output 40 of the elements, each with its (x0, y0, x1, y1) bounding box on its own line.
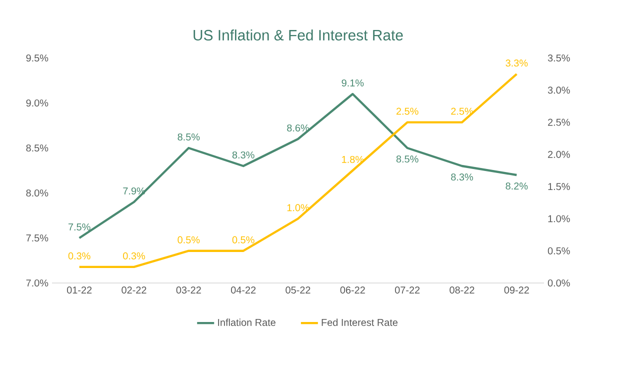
x-tick-label: 09-22 (504, 286, 529, 294)
y2-tick-label: 0.0% (548, 279, 570, 287)
y-tick-label: 7.5% (26, 234, 48, 242)
legend-label: Fed Interest Rate (322, 318, 398, 326)
y2-tick-label: 3.0% (548, 86, 570, 94)
x-tick-label: 03-22 (176, 286, 201, 294)
x-tick-label: 02-22 (122, 286, 146, 294)
y-tick-label: 8.0% (26, 189, 48, 197)
y2-tick-label: 2.0% (548, 150, 570, 158)
x-tick-label: 05-22 (286, 286, 310, 294)
y-tick-label: 7.0% (26, 279, 48, 287)
data-label: 0.5% (178, 236, 200, 244)
data-label: 0.3% (123, 252, 146, 260)
data-label: 0.3% (68, 252, 90, 260)
y2-tick-label: 0.5% (548, 247, 570, 254)
chart-title: US Inflation & Fed Interest Rate (194, 30, 403, 40)
x-tick-label: 01-22 (66, 286, 92, 294)
y2-tick-label: 2.5% (548, 118, 570, 126)
y-tick-label: 9.0% (26, 99, 48, 107)
data-label: 8.5% (396, 156, 418, 163)
data-label: 3.3% (506, 60, 528, 67)
data-label: 2.5% (396, 108, 418, 115)
x-tick-label: 08-22 (450, 286, 474, 294)
data-label: 7.5% (68, 223, 90, 230)
legend-label: Inflation Rate (218, 318, 276, 326)
x-tick-label: 07-22 (394, 286, 420, 294)
y2-tick-label: 1.5% (548, 183, 570, 190)
data-label: 9.1% (342, 79, 364, 86)
x-tick-label: 06-22 (340, 286, 365, 294)
data-label: 8.2% (506, 182, 528, 190)
data-label: 8.6% (287, 124, 310, 132)
data-label: 8.3% (451, 174, 474, 181)
y-tick-label: 8.5% (26, 144, 48, 152)
x-tick-label: 04-22 (230, 286, 256, 294)
data-label: 8.3% (232, 151, 254, 158)
y2-tick-label: 3.5% (548, 54, 570, 62)
data-label: 8.5% (178, 133, 200, 140)
y2-tick-label: 1.0% (548, 215, 570, 222)
data-label: 0.5% (232, 236, 254, 244)
y-tick-label: 9.5% (26, 54, 48, 62)
